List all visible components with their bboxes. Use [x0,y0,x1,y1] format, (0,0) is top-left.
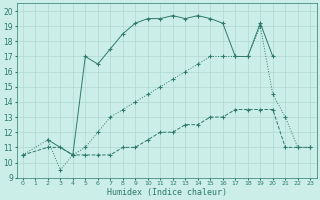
X-axis label: Humidex (Indice chaleur): Humidex (Indice chaleur) [107,188,227,197]
